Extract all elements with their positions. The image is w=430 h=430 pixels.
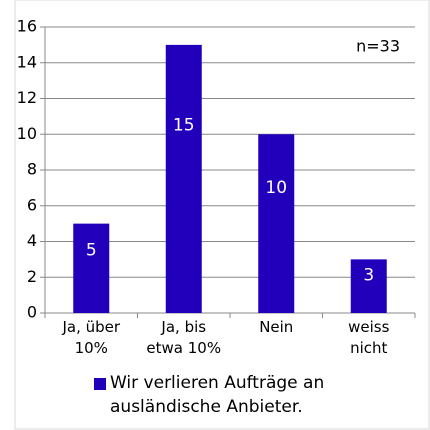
bar: [258, 134, 295, 313]
data-label: 5: [86, 240, 97, 260]
data-label: 3: [363, 265, 374, 285]
x-label-box: Ja, bis etwa 10%: [146, 318, 222, 357]
legend-marker: [94, 378, 106, 390]
x-label-box: weiss nicht: [348, 318, 390, 357]
chart-frame: [14, 0, 430, 430]
x-tick-label: weiss nicht: [348, 318, 390, 357]
annotation: n=33: [356, 37, 400, 56]
legend-label: Wir verlieren Aufträge an ausländische A…: [110, 373, 325, 417]
y-tick-label: 4: [27, 231, 37, 250]
bar: [350, 259, 387, 313]
x-tick-label: Nein: [259, 318, 294, 336]
y-tick-label: 6: [27, 195, 37, 214]
legend-box: Wir verlieren Aufträge an ausländische A…: [110, 373, 325, 417]
y-tick-label: 2: [27, 267, 37, 286]
bar: [73, 223, 110, 313]
x-tick-label: Ja, bis etwa 10%: [146, 318, 222, 357]
x-tick-label: Ja, über 10%: [62, 318, 121, 357]
x-label-box: Nein: [259, 318, 294, 336]
y-tick-label: 12: [17, 88, 37, 107]
y-tick-label: 16: [17, 17, 37, 36]
data-label: 10: [265, 178, 287, 198]
y-tick-label: 0: [27, 303, 37, 322]
y-tick-label: 14: [17, 52, 37, 71]
y-tick-label: 8: [27, 160, 37, 179]
bar: [165, 44, 202, 313]
data-label: 15: [173, 115, 195, 135]
y-tick-label: 10: [17, 124, 37, 143]
x-label-box: Ja, über 10%: [62, 318, 121, 357]
